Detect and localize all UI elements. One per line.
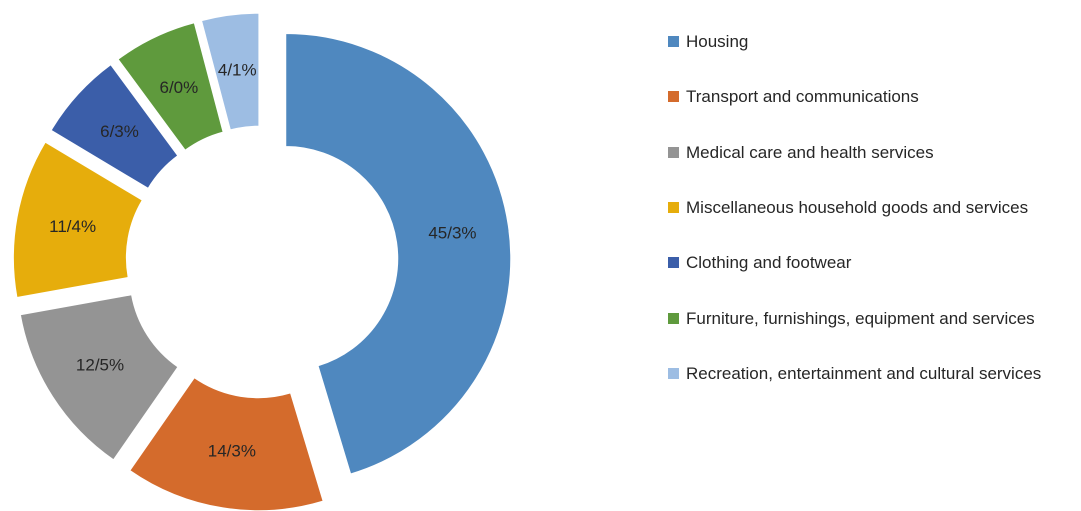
legend-swatch bbox=[668, 91, 679, 103]
value-label: 6/3% bbox=[100, 122, 139, 141]
legend-item: Clothing and footwear bbox=[668, 251, 1066, 275]
slice bbox=[117, 22, 224, 151]
slice bbox=[12, 141, 143, 299]
legend-label: Medical care and health services bbox=[686, 142, 934, 162]
legend-swatch bbox=[668, 367, 679, 379]
chart: 45/3% 14/3% 12/5% 11/4% 6/3% 6/0% 4/1% bbox=[12, 12, 512, 511]
value-label: 4/1% bbox=[218, 61, 257, 80]
legend-swatch bbox=[668, 257, 679, 269]
legend-swatch bbox=[668, 36, 679, 47]
slice bbox=[19, 294, 179, 461]
slice bbox=[50, 64, 179, 190]
legend-swatch bbox=[668, 201, 679, 213]
legend-label: Clothing and footwear bbox=[686, 253, 852, 273]
value-label: 11/4% bbox=[49, 217, 96, 236]
value-label: 12/5% bbox=[76, 355, 124, 374]
legend-label: Transport and communications bbox=[686, 87, 919, 107]
value-label: 6/0% bbox=[159, 78, 198, 97]
legend-label: Recreation, entertainment and cultural s… bbox=[686, 363, 1042, 383]
legend-item: Miscellaneous household goods and servic… bbox=[668, 196, 1066, 220]
legend-item: Transport and communications bbox=[668, 85, 1066, 109]
legend-label: Housing bbox=[686, 32, 749, 51]
value-label: 14/3% bbox=[208, 442, 256, 461]
legend-swatch bbox=[668, 146, 679, 158]
legend-item: Furniture, furnishings, equipment and se… bbox=[668, 307, 1066, 331]
value-label: 45/3% bbox=[428, 223, 476, 242]
legend-item: Medical care and health services bbox=[668, 141, 1066, 165]
legend-item: Recreation, entertainment and cultural s… bbox=[668, 362, 1066, 386]
slice bbox=[285, 33, 512, 475]
legend-item: Housing bbox=[668, 30, 1066, 54]
legend-label: Furniture, furnishings, equipment and se… bbox=[686, 308, 1035, 328]
slice bbox=[200, 12, 260, 131]
legend-swatch bbox=[668, 312, 679, 324]
legend-label: Miscellaneous household goods and servic… bbox=[686, 197, 1029, 217]
